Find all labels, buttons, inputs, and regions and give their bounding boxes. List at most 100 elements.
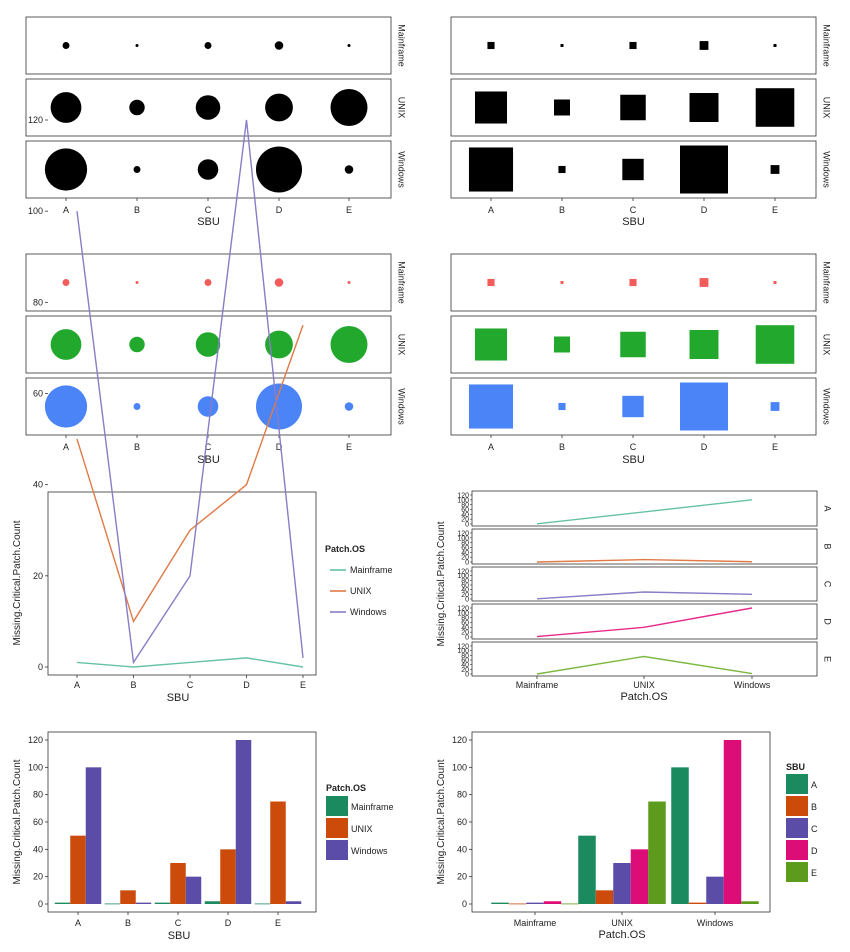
y-tick-label: 20 (461, 667, 469, 674)
bar-mark (220, 849, 236, 904)
facet-strip-label: Mainframe (397, 24, 407, 67)
y-tick-label: 0 (465, 560, 469, 567)
y-axis-title: Missing.Critical.Patch.Count (12, 759, 23, 884)
y-tick-label: 80 (461, 502, 469, 509)
legend-key (786, 818, 808, 838)
series-line (76, 657, 304, 668)
bubble-mark (50, 329, 82, 360)
legend-label: C (811, 824, 818, 834)
y-tick-label: 80 (33, 790, 43, 800)
bubble-mark (204, 279, 212, 286)
square-mark (773, 281, 777, 284)
series-line (536, 655, 753, 675)
square-mark (770, 402, 780, 411)
square-mark (620, 94, 646, 121)
facet-panel (471, 566, 818, 602)
chart-4: Mainframe UNIX Windows A B C D E SBU (450, 253, 832, 466)
square-mark (680, 145, 728, 194)
x-tick-label: Windows (697, 918, 734, 928)
facet-strip-label: Mainframe (822, 261, 832, 304)
y-tick-label: 20 (461, 592, 469, 599)
facet-strip-label: UNIX (822, 97, 832, 119)
x-tick-label: C (630, 442, 637, 452)
facet-strip-label: A (823, 505, 833, 511)
facet-strip-label: B (823, 543, 833, 549)
bar-mark (204, 901, 221, 904)
facet-panel (471, 603, 818, 640)
bar-mark (578, 835, 596, 904)
x-tick-label: B (130, 680, 136, 690)
x-tick-label: A (488, 442, 494, 452)
x-tick-label: B (125, 918, 131, 928)
square-mark (770, 165, 780, 174)
square-mark (474, 91, 508, 124)
x-tick-label: D (225, 918, 232, 928)
bar-mark (254, 903, 271, 905)
y-tick-label: 20 (461, 517, 469, 524)
square-mark (755, 325, 795, 364)
y-tick-label: 100 (457, 535, 469, 542)
chart-2: Mainframe UNIX Windows A B C D E SBU (450, 16, 832, 228)
legend-key (786, 774, 808, 794)
bubble-mark (256, 383, 302, 430)
x-tick-label: D (701, 442, 708, 452)
legend-key (786, 840, 808, 860)
x-axis-title: Patch.OS (598, 929, 645, 941)
legend-label: A (811, 780, 817, 790)
y-tick-label: 120 (452, 735, 467, 745)
y-tick-label: 40 (461, 587, 469, 594)
facet-strip-label: Windows (397, 151, 407, 188)
x-tick-label: B (559, 442, 565, 452)
y-tick-label: 40 (33, 844, 43, 854)
x-tick-label: UNIX (611, 918, 633, 928)
bubble-mark (256, 146, 302, 193)
square-mark (622, 158, 644, 181)
y-axis-title: Missing.Critical.Patch.Count (436, 759, 447, 884)
legend-label: Mainframe (351, 802, 394, 812)
plot-area (47, 491, 317, 676)
y-tick-label: 20 (457, 872, 467, 882)
bar-mark (135, 902, 152, 904)
legend-key (786, 862, 808, 882)
y-tick-label: 0 (38, 662, 43, 672)
legend-title: Patch.OS (326, 783, 366, 793)
chart-3: Mainframe UNIX Windows A B C D E SBU (25, 253, 407, 466)
bar-mark (561, 903, 579, 905)
bubble-mark (133, 166, 141, 173)
legend-key (326, 818, 348, 838)
square-mark (560, 44, 564, 47)
facet-strip-label: D (823, 618, 833, 625)
facet-strip-label: UNIX (822, 334, 832, 356)
chart-5: 0 20 40 60 80 100 120 A B C D E SBU Missing.Critical.… (12, 115, 393, 704)
square-mark (487, 41, 495, 50)
x-tick-label: E (772, 205, 778, 215)
facet-strip-label: C (823, 581, 833, 588)
legend-label: Windows (350, 607, 387, 617)
bar-mark (54, 902, 71, 904)
y-tick-label: 60 (461, 620, 469, 627)
y-tick-label: 120 (457, 531, 469, 538)
series-line (536, 591, 753, 600)
chart-1: Mainframe UNIX Windows A B C D E SBU (25, 16, 407, 228)
x-tick-label: A (75, 918, 81, 928)
x-tick-label: D (276, 205, 283, 215)
square-mark (558, 402, 566, 411)
bar-mark (270, 801, 286, 904)
square-mark (680, 382, 728, 431)
y-tick-label: 100 (457, 648, 469, 655)
y-tick-label: 100 (28, 762, 43, 772)
x-tick-label: B (559, 205, 565, 215)
bar-mark (630, 849, 649, 904)
y-tick-label: 20 (461, 630, 469, 637)
legend-key (786, 796, 808, 816)
bubble-mark (265, 93, 293, 122)
bar-mark (526, 902, 544, 904)
bar-mark (613, 863, 631, 904)
square-mark (699, 41, 709, 50)
y-tick-label: 120 (457, 606, 469, 613)
bubble-mark (44, 385, 88, 428)
y-tick-label: 100 (457, 497, 469, 504)
legend-label: D (811, 846, 818, 856)
facet-panel (471, 641, 818, 677)
